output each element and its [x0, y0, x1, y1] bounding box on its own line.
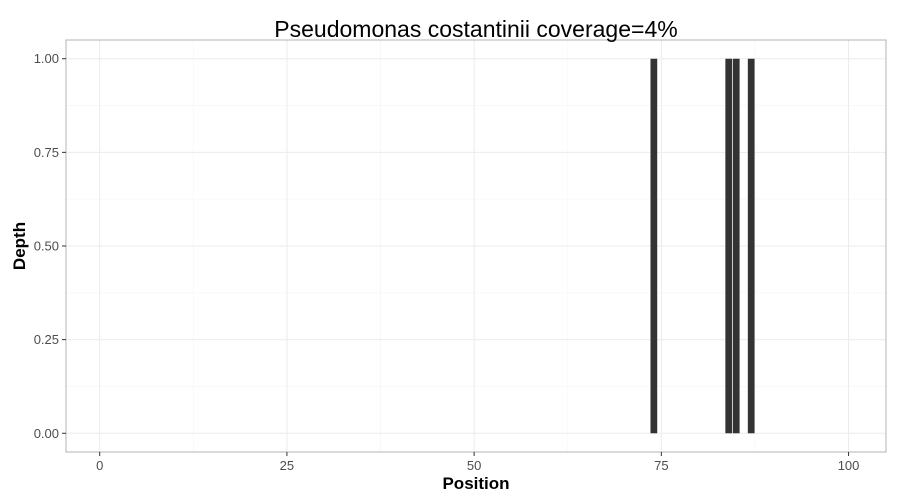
- x-axis-ticks: 0 25 50 75 100: [96, 452, 859, 473]
- y-tick-label: 1.00: [34, 51, 59, 66]
- x-tick-label: 0: [96, 458, 103, 473]
- bars: [650, 58, 755, 434]
- bar: [747, 58, 755, 434]
- y-tick-label: 0.50: [34, 239, 59, 254]
- grid-major: [66, 40, 886, 452]
- x-tick-label: 100: [838, 458, 860, 473]
- x-tick-label: 75: [654, 458, 668, 473]
- bar: [732, 58, 740, 434]
- grid-minor: [66, 40, 886, 452]
- x-axis-title: Position: [442, 474, 509, 493]
- y-tick-label: 0.00: [34, 426, 59, 441]
- bar: [725, 58, 733, 434]
- bar: [650, 58, 658, 434]
- x-tick-label: 25: [280, 458, 294, 473]
- y-axis-ticks: 0.00 0.25 0.50 0.75 1.00: [34, 51, 66, 441]
- chart-title: Pseudomonas costantinii coverage=4%: [274, 16, 677, 42]
- x-tick-label: 50: [467, 458, 481, 473]
- y-tick-label: 0.25: [34, 332, 59, 347]
- y-tick-label: 0.75: [34, 145, 59, 160]
- y-axis-title: Depth: [10, 222, 29, 270]
